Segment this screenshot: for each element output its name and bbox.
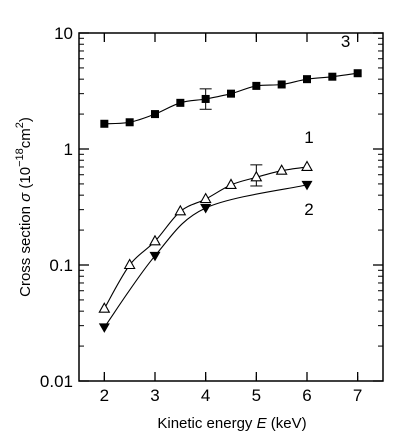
triangle-up-marker	[98, 302, 111, 313]
y-axis-label: Cross section σ (10−18cm2)	[14, 117, 34, 297]
axis-ticks	[79, 32, 383, 382]
square-marker	[277, 80, 286, 89]
y-tick-label: 0.1	[49, 256, 73, 275]
triangle-up-marker	[123, 258, 136, 270]
square-marker	[303, 75, 311, 84]
triangle-up-marker	[149, 234, 161, 246]
triangle-up-marker	[250, 170, 263, 182]
series-line	[103, 166, 308, 309]
triangle-down-marker	[149, 251, 161, 262]
triangle-up-marker	[225, 178, 237, 189]
x-tick-label: 6	[302, 386, 311, 405]
x-tick-label: 5	[252, 386, 261, 405]
square-marker	[353, 69, 362, 78]
square-marker	[328, 72, 337, 81]
y-tick-label: 1	[64, 140, 73, 159]
x-tick-label: 2	[100, 386, 109, 405]
tick-labels: 2 3 4 5 6 7 0.01 0.1 1 10	[40, 24, 362, 405]
square-marker	[176, 98, 185, 107]
x-axis-label: Kinetic energy E (keV)	[157, 415, 306, 432]
series-label-2: 2	[304, 200, 313, 219]
series-tags: 1 2 3	[304, 32, 350, 219]
triangle-up-marker	[174, 204, 187, 216]
square-marker	[151, 110, 159, 119]
x-tick-label: 4	[201, 386, 210, 405]
y-tick-label: 0.01	[40, 372, 73, 391]
series-label-1: 1	[304, 128, 313, 147]
square-marker	[227, 89, 235, 98]
triangle-up-marker	[275, 164, 288, 175]
series-lines	[103, 72, 358, 328]
triangle-up-marker	[199, 192, 212, 204]
triangle-down-marker	[200, 204, 212, 214]
square-marker	[100, 119, 109, 128]
triangle-up-marker	[301, 160, 313, 172]
error-bars	[199, 88, 263, 187]
data-markers	[98, 69, 362, 333]
x-tick-label: 7	[353, 386, 362, 405]
square-marker	[252, 81, 261, 90]
x-tick-label: 3	[150, 386, 159, 405]
triangle-down-marker	[98, 323, 110, 333]
square-marker	[201, 94, 210, 103]
plot-frame	[78, 32, 384, 382]
square-marker	[125, 118, 134, 127]
triangle-down-marker	[301, 180, 313, 191]
series-line	[103, 184, 308, 328]
series-line	[104, 72, 358, 125]
series-label-3: 3	[341, 32, 350, 51]
y-tick-label: 10	[54, 24, 73, 43]
